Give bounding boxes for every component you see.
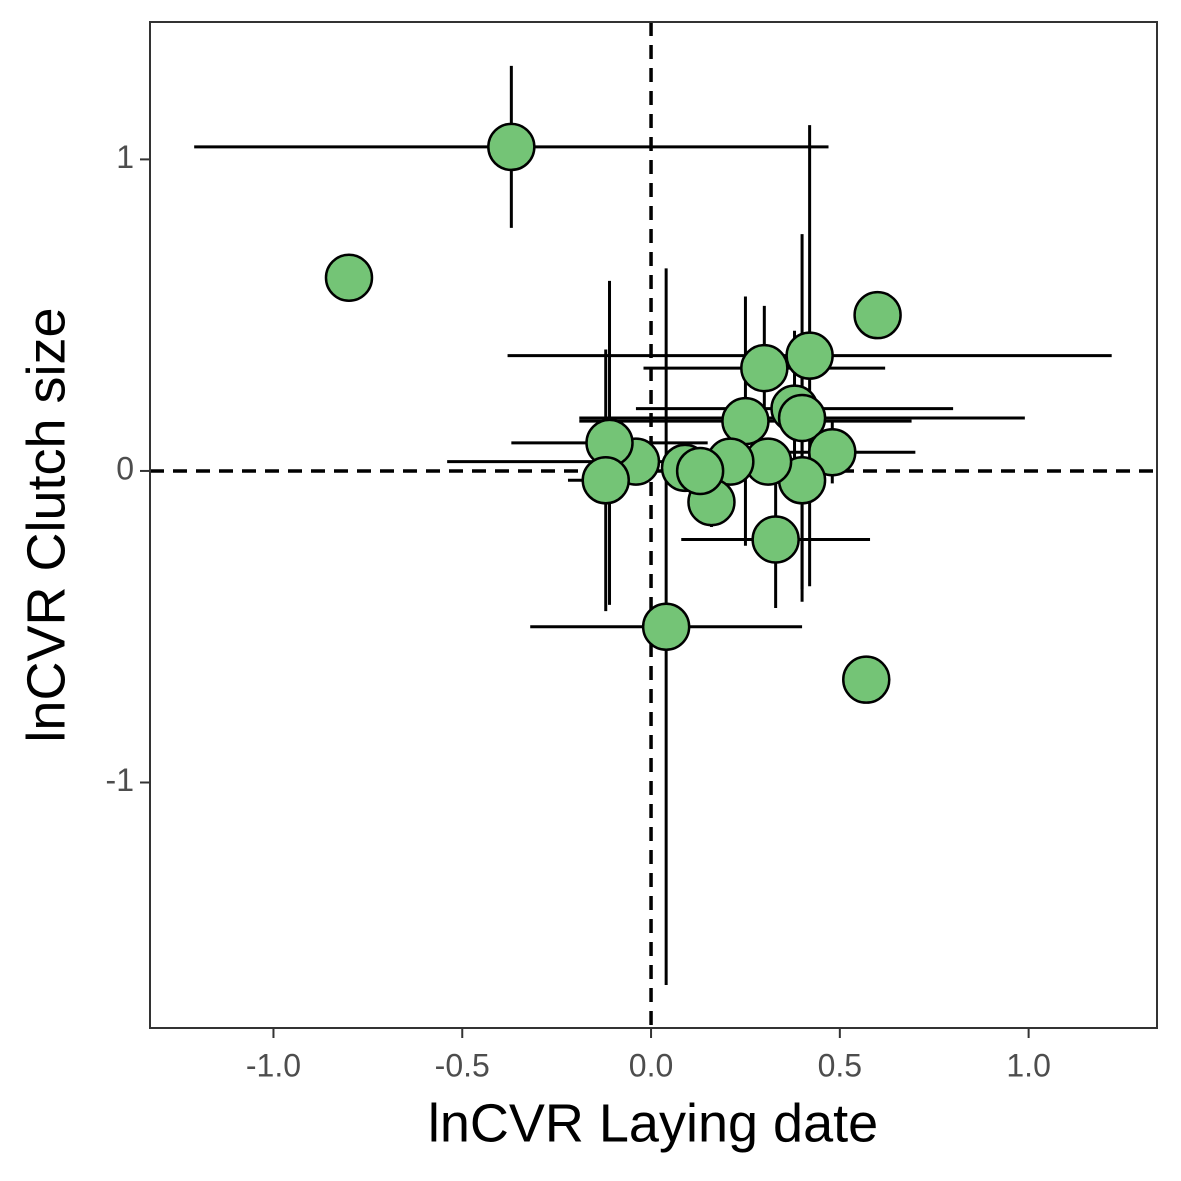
point — [641, 602, 691, 651]
x-tick-label: -0.5 — [435, 1047, 490, 1083]
point — [785, 331, 834, 380]
point — [853, 290, 902, 340]
y-tick-label: 1 — [116, 139, 134, 175]
point — [740, 343, 789, 393]
x-tick-label: 0.0 — [629, 1047, 673, 1083]
point — [808, 428, 857, 477]
point — [324, 253, 374, 303]
point — [675, 446, 725, 496]
y-tick-label: 0 — [116, 450, 134, 486]
point — [487, 122, 536, 172]
x-tick-label: -1.0 — [246, 1047, 301, 1083]
point — [842, 655, 891, 704]
point — [581, 456, 630, 505]
point — [777, 393, 827, 443]
point — [721, 396, 770, 446]
point — [751, 515, 800, 564]
plot-border — [149, 21, 1158, 1029]
y-axis-title: lnCVR Clutch size — [16, 307, 76, 742]
x-tick-label: 0.5 — [818, 1047, 862, 1083]
x-tick-label: 1.0 — [1006, 1047, 1050, 1083]
y-tick-label: -1 — [106, 762, 134, 798]
x-axis-title: lnCVR Laying date — [428, 1093, 878, 1153]
